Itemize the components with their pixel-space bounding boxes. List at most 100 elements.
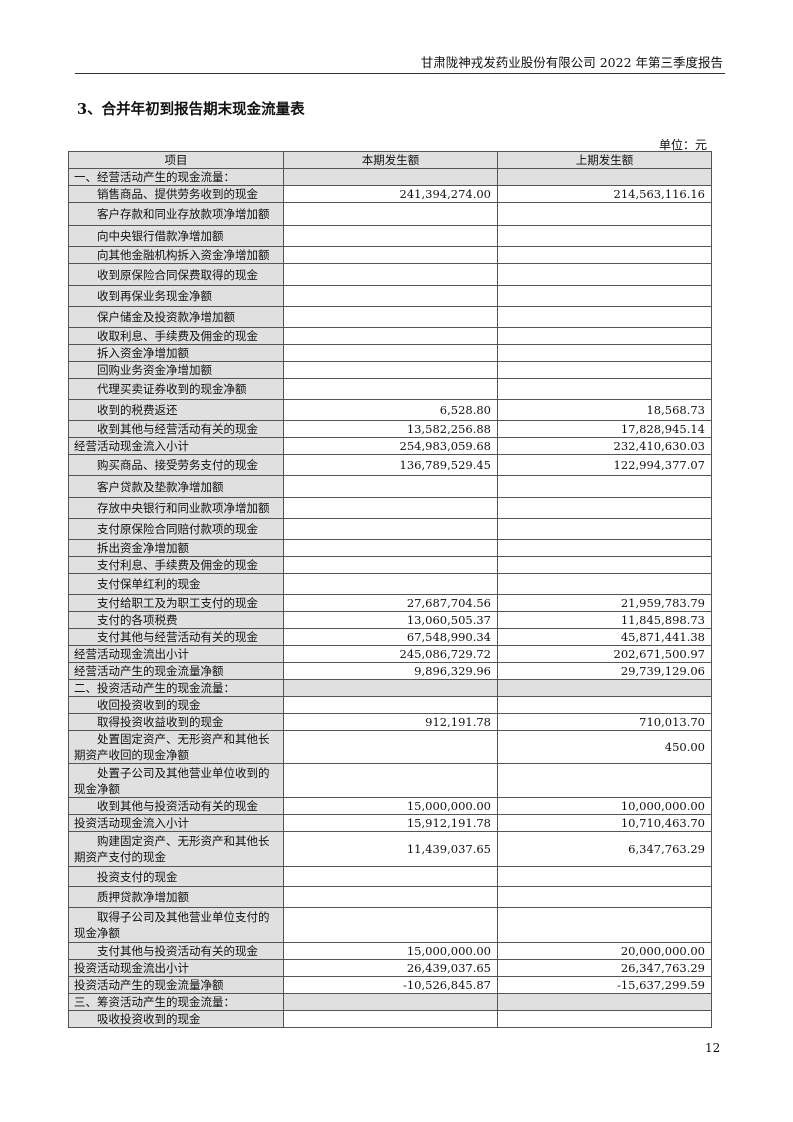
row-previous-value: 17,828,945.14 xyxy=(497,420,712,438)
row-previous-value: 122,994,377.07 xyxy=(497,454,712,476)
table-row: 投资活动现金流出小计 26,439,037.65 26,347,763.29 xyxy=(68,959,712,977)
row-current-value xyxy=(283,378,498,400)
row-item-label: 存放中央银行和同业款项净增加额 xyxy=(68,497,284,519)
row-previous-value: 29,739,129.06 xyxy=(497,662,712,680)
table-row: 向中央银行借款净增加额 xyxy=(68,225,712,247)
row-previous-value xyxy=(497,679,712,697)
table-row: 吸收投资收到的现金 xyxy=(68,1010,712,1028)
row-current-value xyxy=(283,1010,498,1028)
table-row: 支付保单红利的现金 xyxy=(68,573,712,595)
row-previous-value xyxy=(497,378,712,400)
row-item-label: 收回投资收到的现金 xyxy=(68,696,284,714)
row-previous-value: 21,959,783.79 xyxy=(497,594,712,612)
row-item-label: 收取利息、手续费及佣金的现金 xyxy=(68,327,284,345)
page-number: 12 xyxy=(705,1041,721,1055)
column-header-current: 本期发生额 xyxy=(283,151,498,169)
row-item-label: 一、经营活动产生的现金流量： xyxy=(68,168,284,186)
row-previous-value: 232,410,630.03 xyxy=(497,437,712,455)
row-previous-value xyxy=(497,475,712,498)
row-previous-value xyxy=(497,573,712,595)
unit-label: 单位：元 xyxy=(658,138,707,152)
row-item-label: 购买商品、接受劳务支付的现金 xyxy=(68,454,284,476)
row-previous-value: 26,347,763.29 xyxy=(497,959,712,977)
row-previous-value: 10,710,463.70 xyxy=(497,814,712,832)
table-row: 购建固定资产、无形资产和其他长期资产支付的现金 11,439,037.65 6,34… xyxy=(68,831,712,867)
row-current-value xyxy=(283,361,498,379)
row-item-label: 回购业务资金净增加额 xyxy=(68,361,284,379)
column-header-item: 项目 xyxy=(68,151,284,169)
row-previous-value xyxy=(497,1010,712,1028)
table-row: 处置固定资产、无形资产和其他长期资产收回的现金净额 450.00 xyxy=(68,730,712,764)
table-row: 支付的各项税费 13,060,505.37 11,845,898.73 xyxy=(68,611,712,629)
row-previous-value: 10,000,000.00 xyxy=(497,797,712,815)
table-row: 支付原保险合同赔付款项的现金 xyxy=(68,518,712,540)
row-current-value xyxy=(283,518,498,540)
row-current-value: 245,086,729.72 xyxy=(283,645,498,663)
row-previous-value xyxy=(497,361,712,379)
row-item-label: 支付保单红利的现金 xyxy=(68,573,284,595)
table-row: 购买商品、接受劳务支付的现金 136,789,529.45 122,994,377.… xyxy=(68,454,712,476)
row-previous-value xyxy=(497,556,712,574)
row-previous-value xyxy=(497,866,712,887)
column-header-previous: 上期发生额 xyxy=(497,151,712,169)
row-current-value: 13,582,256.88 xyxy=(283,420,498,438)
table-row: 拆入资金净增加额 xyxy=(68,344,712,362)
table-row: 客户贷款及垫款净增加额 xyxy=(68,475,712,498)
row-item-label: 向中央银行借款净增加额 xyxy=(68,225,284,247)
row-item-label: 支付的各项税费 xyxy=(68,611,284,629)
row-current-value xyxy=(283,763,498,798)
row-item-label: 处置子公司及其他营业单位收到的现金净额 xyxy=(68,763,284,798)
row-current-value xyxy=(283,327,498,345)
row-item-label: 处置固定资产、无形资产和其他长期资产收回的现金净额 xyxy=(68,730,284,764)
row-current-value xyxy=(283,344,498,362)
row-item-label: 收到原保险合同保费取得的现金 xyxy=(68,263,284,286)
row-previous-value: 214,563,116.16 xyxy=(497,185,712,203)
row-current-value xyxy=(283,907,498,943)
row-previous-value xyxy=(497,263,712,286)
row-current-value: 6,528.80 xyxy=(283,399,498,421)
row-previous-value xyxy=(497,518,712,540)
row-previous-value xyxy=(497,907,712,943)
table-row: 三、筹资活动产生的现金流量： xyxy=(68,993,712,1011)
row-previous-value: 11,845,898.73 xyxy=(497,611,712,629)
row-item-label: 收到其他与投资活动有关的现金 xyxy=(68,797,284,815)
table-row: 质押贷款净增加额 xyxy=(68,886,712,908)
row-current-value: 912,191.78 xyxy=(283,713,498,731)
table-row: 经营活动产生的现金流量净额 9,896,329.96 29,739,129.06 xyxy=(68,662,712,680)
table-row: 收到其他与经营活动有关的现金 13,582,256.88 17,828,945.14 xyxy=(68,420,712,438)
table-row: 收到再保业务现金净额 xyxy=(68,285,712,307)
row-item-label: 支付其他与投资活动有关的现金 xyxy=(68,942,284,960)
row-previous-value xyxy=(497,327,712,345)
row-previous-value xyxy=(497,539,712,557)
row-item-label: 经营活动现金流出小计 xyxy=(68,645,284,663)
row-current-value xyxy=(283,497,498,519)
row-current-value xyxy=(283,993,498,1011)
row-current-value: 67,548,990.34 xyxy=(283,628,498,646)
row-current-value xyxy=(283,679,498,697)
table-row: 取得子公司及其他营业单位支付的现金净额 xyxy=(68,907,712,943)
row-item-label: 收到再保业务现金净额 xyxy=(68,285,284,307)
row-current-value xyxy=(283,285,498,307)
row-item-label: 取得投资收益收到的现金 xyxy=(68,713,284,731)
running-header: 甘肃陇神戎发药业股份有限公司 2022 年第三季度报告 xyxy=(420,55,723,70)
table-row: 支付利息、手续费及佣金的现金 xyxy=(68,556,712,574)
row-current-value xyxy=(283,866,498,887)
row-previous-value xyxy=(497,763,712,798)
row-previous-value: 450.00 xyxy=(497,730,712,764)
row-item-label: 取得子公司及其他营业单位支付的现金净额 xyxy=(68,907,284,943)
row-current-value: 254,983,059.68 xyxy=(283,437,498,455)
table-row: 支付给职工及为职工支付的现金 27,687,704.56 21,959,783.79 xyxy=(68,594,712,612)
row-current-value: 27,687,704.56 xyxy=(283,594,498,612)
table-row: 存放中央银行和同业款项净增加额 xyxy=(68,497,712,519)
row-current-value xyxy=(283,306,498,328)
row-previous-value xyxy=(497,225,712,247)
row-previous-value: 202,671,500.97 xyxy=(497,645,712,663)
table-row: 向其他金融机构拆入资金净增加额 xyxy=(68,246,712,264)
row-previous-value xyxy=(497,285,712,307)
row-current-value: 15,912,191.78 xyxy=(283,814,498,832)
row-item-label: 支付原保险合同赔付款项的现金 xyxy=(68,518,284,540)
row-previous-value xyxy=(497,344,712,362)
table-row: 客户存款和同业存放款项净增加额 xyxy=(68,202,712,226)
row-item-label: 投资活动产生的现金流量净额 xyxy=(68,976,284,994)
